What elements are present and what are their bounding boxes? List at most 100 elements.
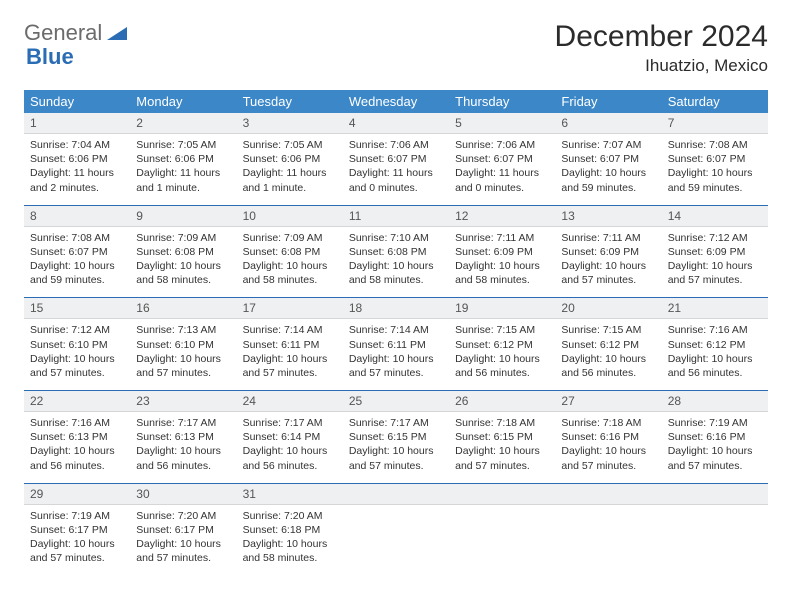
sunset-line: Sunset: 6:07 PM <box>668 152 762 166</box>
sunrise-line: Sunrise: 7:07 AM <box>561 138 655 152</box>
daylight-line: Daylight: 10 hours and 56 minutes. <box>30 444 124 472</box>
week-content-row: Sunrise: 7:19 AMSunset: 6:17 PMDaylight:… <box>24 504 768 575</box>
sunrise-line: Sunrise: 7:14 AM <box>243 323 337 337</box>
day-number-cell <box>555 483 661 504</box>
sunset-line: Sunset: 6:08 PM <box>243 245 337 259</box>
day-number-cell <box>449 483 555 504</box>
sunset-line: Sunset: 6:12 PM <box>455 338 549 352</box>
sunset-line: Sunset: 6:12 PM <box>668 338 762 352</box>
day-number-cell: 15 <box>24 298 130 319</box>
day-content-cell <box>449 504 555 575</box>
sunrise-line: Sunrise: 7:20 AM <box>243 509 337 523</box>
daylight-line: Daylight: 10 hours and 57 minutes. <box>30 352 124 380</box>
day-number-cell <box>343 483 449 504</box>
sunrise-line: Sunrise: 7:06 AM <box>349 138 443 152</box>
sunset-line: Sunset: 6:16 PM <box>668 430 762 444</box>
day-number-cell: 5 <box>449 113 555 134</box>
daylight-line: Daylight: 10 hours and 58 minutes. <box>243 537 337 565</box>
daylight-line: Daylight: 10 hours and 57 minutes. <box>668 259 762 287</box>
title-block: December 2024 Ihuatzio, Mexico <box>555 20 768 76</box>
day-number-cell: 30 <box>130 483 236 504</box>
daylight-line: Daylight: 10 hours and 56 minutes. <box>136 444 230 472</box>
day-number-cell: 24 <box>237 391 343 412</box>
day-content-cell: Sunrise: 7:18 AMSunset: 6:15 PMDaylight:… <box>449 412 555 483</box>
col-tue: Tuesday <box>237 90 343 113</box>
sunrise-line: Sunrise: 7:19 AM <box>668 416 762 430</box>
sunset-line: Sunset: 6:08 PM <box>349 245 443 259</box>
calendar-body: 1234567Sunrise: 7:04 AMSunset: 6:06 PMDa… <box>24 113 768 575</box>
day-content-cell: Sunrise: 7:20 AMSunset: 6:17 PMDaylight:… <box>130 504 236 575</box>
sunset-line: Sunset: 6:15 PM <box>455 430 549 444</box>
day-content-cell: Sunrise: 7:19 AMSunset: 6:17 PMDaylight:… <box>24 504 130 575</box>
day-content-cell <box>343 504 449 575</box>
daylight-line: Daylight: 10 hours and 58 minutes. <box>349 259 443 287</box>
col-thu: Thursday <box>449 90 555 113</box>
day-content-cell: Sunrise: 7:14 AMSunset: 6:11 PMDaylight:… <box>237 319 343 390</box>
day-content-cell: Sunrise: 7:09 AMSunset: 6:08 PMDaylight:… <box>237 226 343 297</box>
daylight-line: Daylight: 10 hours and 57 minutes. <box>243 352 337 380</box>
daylight-line: Daylight: 10 hours and 58 minutes. <box>136 259 230 287</box>
day-number-cell: 7 <box>662 113 768 134</box>
sunrise-line: Sunrise: 7:09 AM <box>243 231 337 245</box>
sunrise-line: Sunrise: 7:14 AM <box>349 323 443 337</box>
sunset-line: Sunset: 6:06 PM <box>136 152 230 166</box>
daylight-line: Daylight: 10 hours and 57 minutes. <box>561 259 655 287</box>
daylight-line: Daylight: 10 hours and 57 minutes. <box>30 537 124 565</box>
header: General December 2024 Ihuatzio, Mexico <box>24 20 768 76</box>
sunrise-line: Sunrise: 7:11 AM <box>561 231 655 245</box>
daylight-line: Daylight: 10 hours and 57 minutes. <box>561 444 655 472</box>
day-number-cell: 23 <box>130 391 236 412</box>
day-content-cell: Sunrise: 7:10 AMSunset: 6:08 PMDaylight:… <box>343 226 449 297</box>
sunset-line: Sunset: 6:09 PM <box>561 245 655 259</box>
day-number-cell: 8 <box>24 205 130 226</box>
sunrise-line: Sunrise: 7:04 AM <box>30 138 124 152</box>
day-number-cell: 10 <box>237 205 343 226</box>
sunrise-line: Sunrise: 7:09 AM <box>136 231 230 245</box>
sunset-line: Sunset: 6:11 PM <box>243 338 337 352</box>
sunset-line: Sunset: 6:10 PM <box>30 338 124 352</box>
sunset-line: Sunset: 6:17 PM <box>30 523 124 537</box>
daylight-line: Daylight: 10 hours and 57 minutes. <box>668 444 762 472</box>
sunset-line: Sunset: 6:14 PM <box>243 430 337 444</box>
day-content-cell: Sunrise: 7:06 AMSunset: 6:07 PMDaylight:… <box>449 134 555 205</box>
sunrise-line: Sunrise: 7:05 AM <box>136 138 230 152</box>
day-number-cell: 18 <box>343 298 449 319</box>
brand-part1: General <box>24 20 102 46</box>
sunset-line: Sunset: 6:13 PM <box>136 430 230 444</box>
day-content-cell: Sunrise: 7:15 AMSunset: 6:12 PMDaylight:… <box>555 319 661 390</box>
sunrise-line: Sunrise: 7:20 AM <box>136 509 230 523</box>
sunset-line: Sunset: 6:07 PM <box>561 152 655 166</box>
day-content-cell: Sunrise: 7:11 AMSunset: 6:09 PMDaylight:… <box>555 226 661 297</box>
daylight-line: Daylight: 11 hours and 2 minutes. <box>30 166 124 194</box>
day-number-cell: 19 <box>449 298 555 319</box>
day-number-cell: 4 <box>343 113 449 134</box>
brand-part2: Blue <box>26 44 74 70</box>
sunrise-line: Sunrise: 7:17 AM <box>349 416 443 430</box>
col-mon: Monday <box>130 90 236 113</box>
day-number-cell: 13 <box>555 205 661 226</box>
day-number-cell: 26 <box>449 391 555 412</box>
day-content-cell: Sunrise: 7:18 AMSunset: 6:16 PMDaylight:… <box>555 412 661 483</box>
location-label: Ihuatzio, Mexico <box>555 56 768 76</box>
daylight-line: Daylight: 10 hours and 58 minutes. <box>455 259 549 287</box>
brand-logo: General <box>24 20 129 46</box>
day-number-cell: 25 <box>343 391 449 412</box>
sunrise-line: Sunrise: 7:15 AM <box>561 323 655 337</box>
daylight-line: Daylight: 10 hours and 56 minutes. <box>561 352 655 380</box>
day-number-cell: 1 <box>24 113 130 134</box>
day-number-cell: 29 <box>24 483 130 504</box>
day-number-cell: 28 <box>662 391 768 412</box>
week-daynum-row: 293031 <box>24 483 768 504</box>
day-content-cell: Sunrise: 7:05 AMSunset: 6:06 PMDaylight:… <box>130 134 236 205</box>
day-number-cell: 20 <box>555 298 661 319</box>
day-content-cell: Sunrise: 7:19 AMSunset: 6:16 PMDaylight:… <box>662 412 768 483</box>
day-content-cell: Sunrise: 7:06 AMSunset: 6:07 PMDaylight:… <box>343 134 449 205</box>
sunset-line: Sunset: 6:13 PM <box>30 430 124 444</box>
day-content-cell <box>662 504 768 575</box>
sunset-line: Sunset: 6:12 PM <box>561 338 655 352</box>
day-content-cell: Sunrise: 7:07 AMSunset: 6:07 PMDaylight:… <box>555 134 661 205</box>
day-number-cell: 12 <box>449 205 555 226</box>
sunrise-line: Sunrise: 7:16 AM <box>30 416 124 430</box>
day-number-cell <box>662 483 768 504</box>
day-number-cell: 22 <box>24 391 130 412</box>
